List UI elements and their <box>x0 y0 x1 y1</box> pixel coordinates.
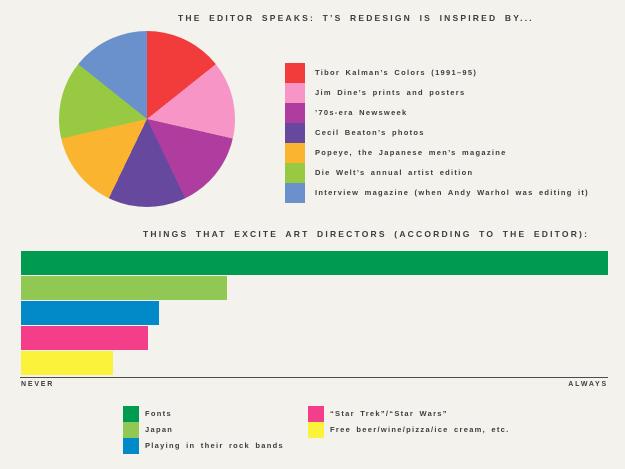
pie-legend: Tibor Kalman’s Colors (1991–95) Jim Dine… <box>285 63 589 203</box>
bar-legend-item: Playing in their rock bands <box>123 438 284 454</box>
legend-label: Tibor Kalman’s Colors (1991–95) <box>315 68 478 77</box>
bar-legend-item: “Star Trek”/“Star Wars” <box>308 406 510 422</box>
legend-label: Fonts <box>145 409 172 418</box>
x-axis-line <box>20 377 608 378</box>
pie-chart <box>59 31 235 207</box>
pie-legend-item: Popeye, the Japanese men’s magazine <box>285 143 589 163</box>
legend-swatch-yellow <box>308 422 324 438</box>
bar-legend-left-column: Fonts Japan Playing in their rock bands <box>123 406 284 454</box>
pie-legend-item: Interview magazine (when Andy Warhol was… <box>285 183 589 203</box>
legend-swatch-pink <box>285 83 305 103</box>
legend-label: Free beer/wine/pizza/ice cream, etc. <box>330 425 510 434</box>
bar-star-trek-wars <box>21 326 148 350</box>
legend-swatch-purple <box>285 123 305 143</box>
legend-swatch-light-green <box>123 422 139 438</box>
bar-rock-bands <box>21 301 159 325</box>
legend-swatch-blue <box>285 183 305 203</box>
bar-legend-item: Free beer/wine/pizza/ice cream, etc. <box>308 422 510 438</box>
bar-legend-item: Japan <box>123 422 284 438</box>
pie-legend-item: Cecil Beaton’s photos <box>285 123 589 143</box>
bar-chart <box>21 251 608 376</box>
legend-label: Japan <box>145 425 174 434</box>
legend-label: Popeye, the Japanese men’s magazine <box>315 148 507 157</box>
bar-legend-right-column: “Star Trek”/“Star Wars” Free beer/wine/p… <box>308 406 510 438</box>
bar-free-beer <box>21 351 114 375</box>
pie-legend-item: Jim Dine’s prints and posters <box>285 83 589 103</box>
bar-japan <box>21 276 228 300</box>
pie-legend-item: Tibor Kalman’s Colors (1991–95) <box>285 63 589 83</box>
pie-chart-title: THE EDITOR SPEAKS: T’S REDESIGN IS INSPI… <box>178 13 534 23</box>
legend-swatch-blue <box>123 438 139 454</box>
legend-label: Interview magazine (when Andy Warhol was… <box>315 188 589 197</box>
pie-legend-item: ’70s-era Newsweek <box>285 103 589 123</box>
legend-swatch-green <box>285 163 305 183</box>
bar-fonts <box>21 251 608 275</box>
legend-swatch-red <box>285 63 305 83</box>
legend-label: Cecil Beaton’s photos <box>315 128 425 137</box>
pie-legend-item: Die Welt’s annual artist edition <box>285 163 589 183</box>
legend-swatch-dark-green <box>123 406 139 422</box>
legend-label: ’70s-era Newsweek <box>315 108 408 117</box>
legend-swatch-pink <box>308 406 324 422</box>
bar-legend-item: Fonts <box>123 406 284 422</box>
legend-label: Playing in their rock bands <box>145 441 284 450</box>
axis-label-never: NEVER <box>21 381 55 388</box>
axis-label-always: ALWAYS <box>568 381 608 388</box>
bar-chart-title: THINGS THAT EXCITE ART DIRECTORS (ACCORD… <box>143 229 590 239</box>
legend-swatch-magenta <box>285 103 305 123</box>
legend-label: Die Welt’s annual artist edition <box>315 168 474 177</box>
legend-swatch-yellow <box>285 143 305 163</box>
legend-label: “Star Trek”/“Star Wars” <box>330 409 448 418</box>
legend-label: Jim Dine’s prints and posters <box>315 88 466 97</box>
